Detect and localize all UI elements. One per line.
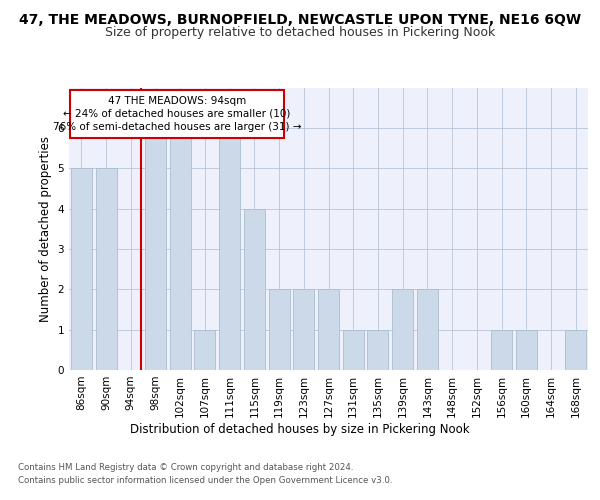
FancyBboxPatch shape (70, 90, 284, 138)
Bar (417, 290, 438, 370)
Text: Distribution of detached houses by size in Pickering Nook: Distribution of detached houses by size … (130, 422, 470, 436)
Bar (219, 128, 240, 370)
Y-axis label: Number of detached properties: Number of detached properties (39, 136, 52, 322)
Bar (343, 330, 364, 370)
Bar (516, 330, 537, 370)
Bar (318, 290, 339, 370)
Bar (71, 168, 92, 370)
Text: Size of property relative to detached houses in Pickering Nook: Size of property relative to detached ho… (105, 26, 495, 39)
Text: Contains public sector information licensed under the Open Government Licence v3: Contains public sector information licen… (18, 476, 392, 485)
Text: 47, THE MEADOWS, BURNOPFIELD, NEWCASTLE UPON TYNE, NE16 6QW: 47, THE MEADOWS, BURNOPFIELD, NEWCASTLE … (19, 12, 581, 26)
Text: Contains HM Land Registry data © Crown copyright and database right 2024.: Contains HM Land Registry data © Crown c… (18, 462, 353, 471)
Bar (95, 168, 116, 370)
Bar (367, 330, 388, 370)
Bar (392, 290, 413, 370)
Bar (565, 330, 586, 370)
Bar (293, 290, 314, 370)
Text: 47 THE MEADOWS: 94sqm
← 24% of detached houses are smaller (10)
76% of semi-deta: 47 THE MEADOWS: 94sqm ← 24% of detached … (53, 96, 301, 132)
Bar (194, 330, 215, 370)
Bar (170, 128, 191, 370)
Bar (244, 208, 265, 370)
Bar (145, 128, 166, 370)
Bar (269, 290, 290, 370)
Bar (491, 330, 512, 370)
